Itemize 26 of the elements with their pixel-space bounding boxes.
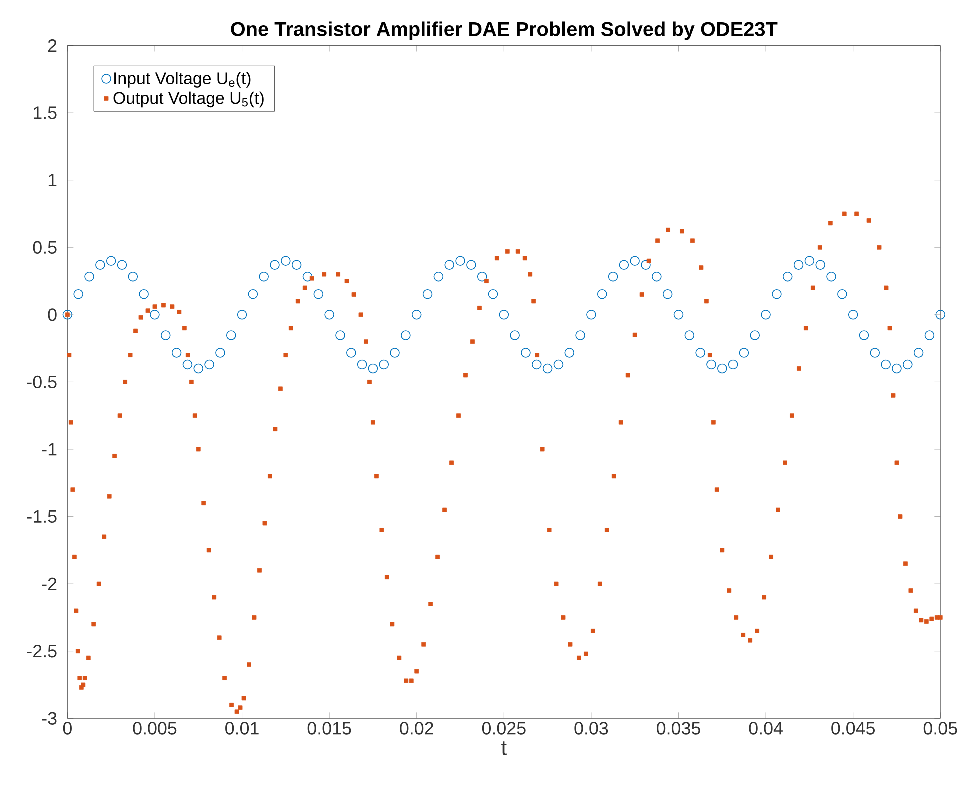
x-tick-label: 0.025 [482, 722, 526, 735]
x-tick-label: 0.045 [832, 722, 875, 735]
legend-label: Output Voltage U$_{5}$(t) [114, 92, 264, 108]
y-tick-label: -3 [42, 712, 57, 725]
legend-label: Input Voltage U$_{e}$(t) [114, 72, 251, 88]
chart-title: One Transistor Amplifier DAE Problem Solved by ODE23T [231, 22, 778, 40]
y-tick-label: 1 [48, 174, 57, 186]
y-tick-label: 0.5 [33, 241, 57, 254]
y-tick-label: 0 [48, 308, 57, 322]
x-tick-label: 0.04 [749, 722, 783, 735]
y-tick-label: -1.5 [27, 510, 57, 523]
x-tick-label: 0.035 [657, 722, 700, 735]
y-tick-label: 2 [48, 39, 57, 52]
x-tick-label: 0.01 [226, 722, 259, 735]
x-tick-label: 0.05 [924, 722, 958, 735]
y-tick-label: 1.5 [34, 106, 57, 120]
x-tick-label: 0.005 [133, 722, 177, 735]
y-tick-label: -1 [42, 443, 57, 456]
y-tick-label: -2 [42, 578, 57, 590]
x-tick-label: 0.015 [308, 722, 352, 735]
x-axis-title: t [502, 742, 507, 756]
x-tick-label: 0.03 [574, 722, 608, 735]
x-tick-label: 0.02 [400, 722, 434, 735]
y-tick-label: -0.5 [27, 376, 57, 388]
x-tick-label: 0 [63, 722, 72, 735]
y-tick-label: -2.5 [27, 644, 57, 658]
